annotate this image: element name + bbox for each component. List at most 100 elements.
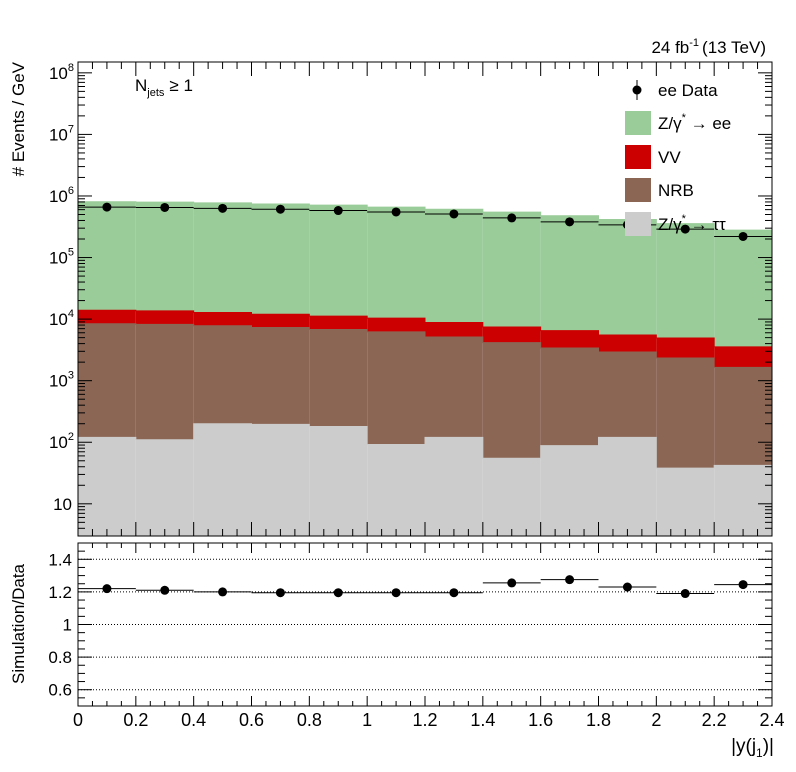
luminosity-label: 24 fb-1 (13 TeV) xyxy=(651,37,766,57)
x-tick-label: 1 xyxy=(362,710,372,730)
stack-bar-nrb-bin-2 xyxy=(193,325,252,424)
x-tick-label: 0.8 xyxy=(297,710,322,730)
stack-bar-vv-bin-7 xyxy=(482,326,541,343)
stack-bar-nrb-bin-11 xyxy=(714,367,772,466)
ratio-plot: 0.6 0.8 1 1.2 1.4 0 0.2 0.4 0.6 0.8 1 1.2 1.4 1.6 1.8… xyxy=(9,542,785,760)
stack-bar-vv-bin-6 xyxy=(425,322,483,338)
data-point-8 xyxy=(565,217,575,227)
stack-bar-nrb-bin-1 xyxy=(135,324,194,440)
x-tick-label: 0.2 xyxy=(123,710,148,730)
legend: ee Data Z/γ* → ee VV NRB Z/γ* → ττ xyxy=(625,80,731,236)
ratio-point-10 xyxy=(680,589,690,599)
data-point-6 xyxy=(449,209,459,219)
stack-bar-nrb-bin-4 xyxy=(309,329,368,427)
y-tick-label: 10 xyxy=(53,495,72,514)
ratio-point-8 xyxy=(565,575,575,585)
selection-label: Njets ≥ 1 xyxy=(135,76,193,99)
stack-bar-z--bin-4 xyxy=(309,426,368,536)
ratio-y-axis-ticks: 0.6 0.8 1 1.2 1.4 xyxy=(48,542,772,707)
stack-bar-vv-bin-1 xyxy=(135,310,194,325)
stack-bar-z--bin-10 xyxy=(656,468,715,536)
ratio-plot-frame xyxy=(77,542,773,707)
stack-bar-z--bin-11 xyxy=(714,465,772,536)
ratio-y-tick-label: 0.6 xyxy=(48,681,72,700)
stack-bar-vv-bin-4 xyxy=(309,316,368,330)
x-tick-label: 2.4 xyxy=(759,710,784,730)
ratio-point-2 xyxy=(218,587,228,597)
x-tick-label: 2.2 xyxy=(702,710,727,730)
stack-bar-nrb-bin-5 xyxy=(367,331,425,445)
ratio-y-axis-label: Simulation/Data xyxy=(9,563,28,684)
stack-outline-3 xyxy=(78,201,772,231)
data-point-4 xyxy=(333,206,343,216)
stack-bar-vv-bin-3 xyxy=(251,314,310,328)
legend-label-vv: VV xyxy=(658,148,681,167)
stack-bar-vv-bin-2 xyxy=(193,312,252,326)
ratio-point-1 xyxy=(160,585,170,595)
ratio-point-6 xyxy=(449,588,459,598)
legend-label-data: ee Data xyxy=(658,81,718,100)
ratio-point-9 xyxy=(622,582,632,592)
stack-bar-z--bin-5 xyxy=(367,444,425,536)
stack-bar-z-ee-bin-9 xyxy=(598,219,657,335)
stack-bar-vv-bin-5 xyxy=(367,318,425,332)
x-axis-ticks-top-pad xyxy=(77,62,773,536)
stack-bar-z-ee-bin-5 xyxy=(367,207,425,319)
stack-bar-z--bin-3 xyxy=(251,424,310,536)
legend-swatch-ztt xyxy=(625,212,651,236)
stack-outline-2 xyxy=(78,309,772,348)
y-axis-ticks: 10 102 103 104 105 106 107 108 xyxy=(49,62,772,537)
stack-bar-z--bin-2 xyxy=(193,423,252,536)
stack-bar-z-ee-bin-4 xyxy=(309,205,368,317)
y-tick-label: 104 xyxy=(49,308,74,329)
x-tick-label: 1.8 xyxy=(586,710,611,730)
stack-bar-nrb-bin-6 xyxy=(425,337,483,438)
stack-bar-nrb-bin-9 xyxy=(598,352,657,438)
stack-bar-vv-bin-10 xyxy=(656,337,715,358)
stack-bar-z-ee-bin-6 xyxy=(425,209,483,323)
ratio-point-3 xyxy=(275,588,285,598)
ratio-point-7 xyxy=(507,578,517,588)
x-tick-label: 0.6 xyxy=(239,710,264,730)
y-tick-label: 108 xyxy=(49,62,74,83)
data-points xyxy=(78,202,772,241)
y-tick-label: 106 xyxy=(49,185,74,206)
data-point-0 xyxy=(102,202,112,212)
data-point-5 xyxy=(391,207,401,217)
ratio-y-tick-label: 1 xyxy=(63,616,72,635)
legend-swatch-nrb xyxy=(625,178,651,202)
ratio-point-11 xyxy=(738,580,748,590)
stack-bar-z-ee-bin-11 xyxy=(714,230,772,347)
data-point-11 xyxy=(738,231,748,241)
y-tick-label: 102 xyxy=(49,431,74,452)
stack-bar-z-ee-bin-1 xyxy=(135,202,194,311)
stack-bar-z-ee-bin-2 xyxy=(193,202,252,313)
stack-bar-z-ee-bin-3 xyxy=(251,203,310,315)
x-axis-label: |y(j1)| xyxy=(731,736,774,760)
ratio-values xyxy=(78,575,772,599)
stack-bar-z-ee-bin-10 xyxy=(656,223,715,338)
y-tick-label: 103 xyxy=(49,370,74,391)
y-axis-label: # Events / GeV xyxy=(9,61,28,176)
stack-bar-vv-bin-11 xyxy=(714,346,772,368)
data-point-2 xyxy=(218,203,228,213)
x-axis-ticks: 0 0.2 0.4 0.6 0.8 1 1.2 1.4 1.6 1.8 2 2.2 2.4 xyxy=(73,543,785,730)
stack-bar-z-ee-bin-8 xyxy=(540,215,599,331)
stack-bar-nrb-bin-8 xyxy=(540,348,599,446)
stack-outline-1 xyxy=(78,323,772,368)
stack-bar-vv-bin-9 xyxy=(598,334,657,353)
legend-swatch-zee xyxy=(625,111,651,135)
x-tick-label: 1.2 xyxy=(412,710,437,730)
ratio-point-0 xyxy=(102,584,112,594)
x-tick-label: 2 xyxy=(651,710,661,730)
stack-bar-z--bin-7 xyxy=(482,458,541,536)
stack-bar-nrb-bin-7 xyxy=(482,342,541,459)
stacked-histograms xyxy=(78,201,772,536)
stack-bar-z-ee-bin-0 xyxy=(78,201,136,311)
y-tick-label: 105 xyxy=(49,247,74,268)
ratio-y-tick-label: 1.2 xyxy=(48,583,72,602)
data-point-3 xyxy=(275,204,285,214)
ratio-gridlines xyxy=(78,558,772,691)
data-point-1 xyxy=(160,202,170,212)
